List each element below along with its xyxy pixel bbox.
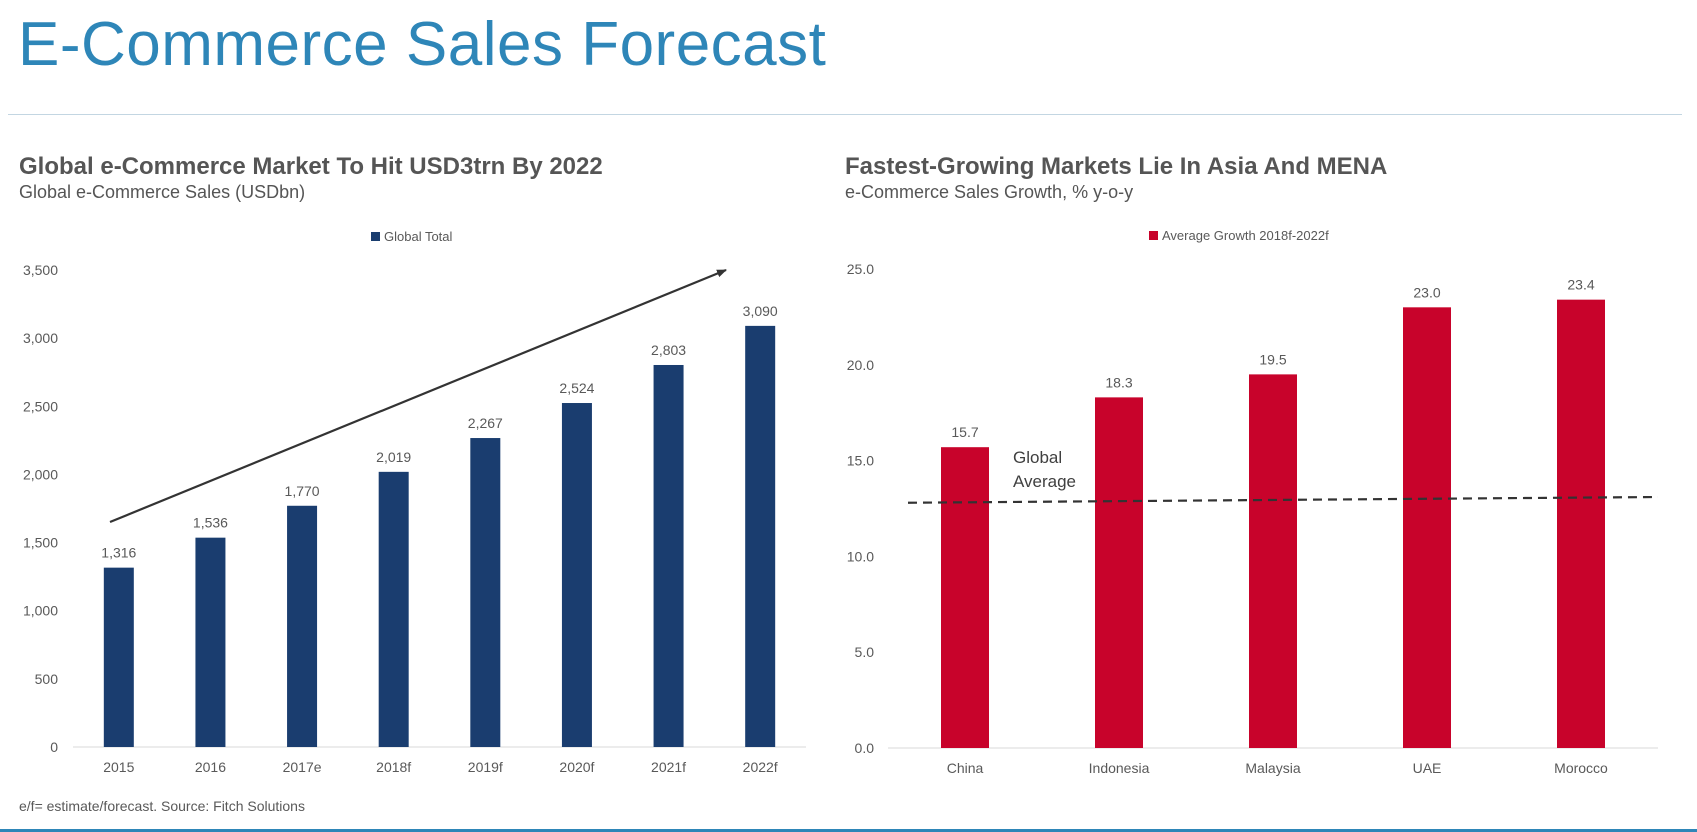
left-y-tick-label: 3,000 xyxy=(23,330,58,346)
left-x-tick-label: 2017e xyxy=(283,759,322,775)
left-bar-value-label: 2,803 xyxy=(651,342,686,358)
left-bar-value-label: 2,267 xyxy=(468,415,503,431)
right-legend-swatch xyxy=(1149,231,1158,240)
left-y-tick-label: 0 xyxy=(50,739,58,755)
trend-arrow xyxy=(109,268,727,524)
left-y-tick-label: 3,500 xyxy=(23,262,58,278)
left-y-tick-label: 1,500 xyxy=(23,535,58,551)
left-legend-swatch xyxy=(371,232,380,241)
right-legend-label: Average Growth 2018f-2022f xyxy=(1162,228,1329,243)
right-chart-subtitle: e-Commerce Sales Growth, % y-o-y xyxy=(845,182,1134,202)
left-y-tick-label: 2,000 xyxy=(23,466,58,482)
left-bar-value-label: 2,019 xyxy=(376,449,411,465)
left-x-tick-label: 2018f xyxy=(376,759,411,775)
right-bar xyxy=(1249,374,1297,748)
left-bar xyxy=(195,537,226,747)
right-bar xyxy=(941,447,989,748)
left-bar-value-label: 2,524 xyxy=(559,380,594,396)
right-x-tick-label: Morocco xyxy=(1554,760,1608,776)
left-bar xyxy=(103,567,134,747)
right-bar xyxy=(1095,397,1143,748)
right-y-tick-label: 20.0 xyxy=(847,357,874,373)
right-bar-value-label: 23.4 xyxy=(1567,277,1594,293)
left-x-tick-label: 2022f xyxy=(743,759,778,775)
left-chart-subtitle: Global e-Commerce Sales (USDbn) xyxy=(19,182,306,202)
right-bar xyxy=(1557,299,1605,748)
left-x-tick-label: 2021f xyxy=(651,759,686,775)
global-average-label-line1: Global xyxy=(1013,448,1062,467)
left-bar xyxy=(745,325,776,747)
right-chart-title: Fastest-Growing Markets Lie In Asia And … xyxy=(845,153,1388,180)
left-bar xyxy=(470,438,501,747)
left-bar xyxy=(378,471,409,747)
page-title: E-Commerce Sales Forecast xyxy=(18,10,827,79)
right-y-tick-label: 15.0 xyxy=(847,453,874,469)
right-bar-value-label: 19.5 xyxy=(1259,351,1286,367)
left-x-tick-label: 2019f xyxy=(468,759,503,775)
right-bar-chart: 0.0 5.0 10.0 15.0 20.0 25.0 15.7 China 18.3 Indon… xyxy=(847,228,1659,776)
left-bar-value-label: 1,770 xyxy=(285,483,320,499)
left-chart-title: Global e-Commerce Market To Hit USD3trn … xyxy=(19,153,603,180)
left-y-tick-label: 1,000 xyxy=(23,603,58,619)
left-y-tick-label: 2,500 xyxy=(23,398,58,414)
right-y-tick-label: 25.0 xyxy=(847,261,874,277)
left-bar-chart: 0 500 1,000 1,500 2,000 2,500 3,000 3,500 1,316 2… xyxy=(23,229,806,775)
right-x-tick-label: Malaysia xyxy=(1245,760,1300,776)
right-x-tick-label: UAE xyxy=(1413,760,1442,776)
left-x-tick-label: 2015 xyxy=(103,759,134,775)
right-bar-value-label: 18.3 xyxy=(1105,374,1132,390)
left-bar xyxy=(653,364,684,747)
right-y-tick-label: 10.0 xyxy=(847,548,874,564)
left-bar-value-label: 1,536 xyxy=(193,515,228,531)
right-x-tick-label: Indonesia xyxy=(1089,760,1150,776)
title-divider xyxy=(8,114,1682,115)
right-bar xyxy=(1403,307,1451,748)
left-bar xyxy=(561,403,592,747)
left-legend-label: Global Total xyxy=(384,229,453,244)
left-y-tick-label: 500 xyxy=(35,671,59,687)
right-y-tick-label: 0.0 xyxy=(855,740,875,756)
left-x-tick-label: 2016 xyxy=(195,759,226,775)
left-bar xyxy=(287,505,318,747)
left-bar-value-label: 1,316 xyxy=(101,545,136,561)
global-average-line xyxy=(907,495,1659,504)
left-bar-value-label: 3,090 xyxy=(743,303,778,319)
left-x-tick-label: 2020f xyxy=(559,759,594,775)
right-bar-value-label: 23.0 xyxy=(1413,284,1440,300)
right-bar-value-label: 15.7 xyxy=(951,424,978,440)
source-footnote: e/f= estimate/forecast. Source: Fitch So… xyxy=(19,798,305,814)
right-x-tick-label: China xyxy=(947,760,984,776)
global-average-label-line2: Average xyxy=(1013,472,1076,491)
right-y-tick-label: 5.0 xyxy=(855,644,875,660)
bottom-accent-bar xyxy=(0,829,1697,832)
